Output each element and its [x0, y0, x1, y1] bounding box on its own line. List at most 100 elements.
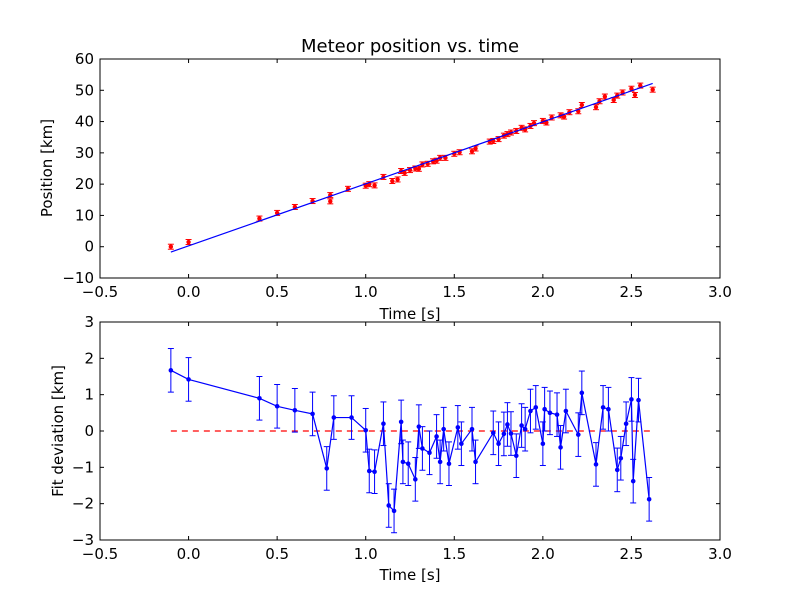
x-tick-label: 1.5 [442, 545, 466, 563]
y-axis-label: Position [km] [38, 119, 56, 217]
x-tick-label: 2.0 [531, 283, 555, 301]
data-point [292, 407, 298, 413]
data-point [395, 177, 400, 182]
data-point [400, 459, 406, 465]
data-point [186, 377, 191, 382]
x-tick-label: 1.0 [354, 283, 378, 301]
data-point [434, 434, 439, 439]
y-tick-label: 40 [75, 113, 94, 131]
y-tick-label: 60 [75, 50, 94, 68]
data-point [646, 497, 652, 502]
data-point [441, 426, 446, 432]
data-point [459, 441, 464, 447]
data-point [593, 104, 599, 110]
x-tick-label: 3.0 [708, 283, 732, 301]
data-point [420, 446, 425, 451]
x-tick-label: 2.5 [619, 283, 643, 301]
data-point [405, 461, 411, 467]
data-point [496, 441, 501, 447]
data-point [168, 368, 174, 373]
data-point [381, 421, 386, 427]
data-point [528, 408, 533, 414]
y-tick-label: 1 [84, 386, 94, 404]
data-point [600, 405, 606, 410]
data-point [513, 453, 519, 459]
y-tick-label: 50 [75, 81, 94, 99]
data-point [257, 396, 262, 401]
position-plot: Meteor position vs. time Time [s] Positi… [38, 36, 732, 323]
y-tick-label: 0 [84, 238, 94, 256]
data-point [614, 467, 620, 473]
data-point [490, 430, 496, 436]
y-tick-label: −2 [72, 495, 94, 513]
data-point [427, 450, 432, 456]
data-point [650, 87, 655, 92]
data-point [540, 441, 546, 447]
x-tick-label: 3.0 [708, 545, 732, 563]
x-axis-label: Time [s] [379, 566, 441, 584]
data-point [611, 97, 616, 103]
data-point [558, 445, 563, 450]
data-point [561, 114, 567, 119]
data-point [606, 406, 611, 412]
data-point [328, 199, 333, 204]
data-point [310, 411, 315, 417]
data-point [623, 421, 629, 427]
data-point [618, 455, 624, 461]
data-point [473, 146, 478, 151]
data-point [563, 408, 569, 414]
data-point [632, 92, 638, 98]
data-point [402, 170, 407, 176]
chart-title: Meteor position vs. time [301, 36, 519, 57]
x-tick-label: 2.5 [619, 545, 643, 563]
data-point [455, 425, 461, 430]
data-point [372, 183, 377, 188]
data-point [437, 459, 443, 465]
data-point [547, 410, 553, 416]
y-tick-label: −3 [72, 531, 94, 549]
data-point [575, 432, 581, 437]
data-point [629, 397, 634, 402]
data-point [629, 86, 634, 91]
data-point [390, 178, 395, 184]
data-point [386, 503, 392, 508]
y-tick-label: 2 [84, 349, 94, 367]
fit-line [170, 82, 653, 253]
data-point [331, 415, 337, 420]
data-point [391, 508, 397, 514]
data-point [522, 426, 528, 432]
data-point [519, 423, 524, 428]
data-point [554, 412, 560, 417]
data-point [398, 419, 404, 425]
x-tick-label: −0.5 [82, 545, 118, 563]
data-point [579, 102, 585, 108]
data-point [416, 424, 422, 429]
y-tick-label: 0 [84, 422, 94, 440]
x-tick-label: 2.0 [531, 545, 555, 563]
data-point [508, 431, 514, 436]
data-point [533, 405, 539, 410]
data-point [413, 477, 418, 482]
data-point [593, 462, 599, 467]
y-tick-label: −1 [72, 458, 94, 476]
y-tick-label: 10 [75, 206, 94, 224]
data-point [469, 149, 475, 154]
x-axis-label: Time [s] [379, 305, 441, 323]
x-tick-label: 0.0 [177, 545, 201, 563]
x-tick-label: 1.0 [354, 545, 378, 563]
data-point [168, 244, 174, 249]
data-point [579, 390, 585, 396]
x-tick-label: −0.5 [82, 283, 118, 301]
data-point [602, 94, 608, 99]
data-point [630, 478, 636, 484]
y-tick-label: 3 [84, 313, 94, 331]
data-point [501, 431, 507, 437]
data-point [416, 166, 422, 172]
data-point [366, 468, 372, 474]
data-point [473, 459, 478, 465]
x-tick-label: 1.5 [442, 283, 466, 301]
data-point [505, 422, 510, 427]
deviation-plot: Time [s] Fit deviation [km] −0.5 0.0 0.5 1.… [49, 313, 732, 584]
deviation-line [170, 369, 650, 513]
